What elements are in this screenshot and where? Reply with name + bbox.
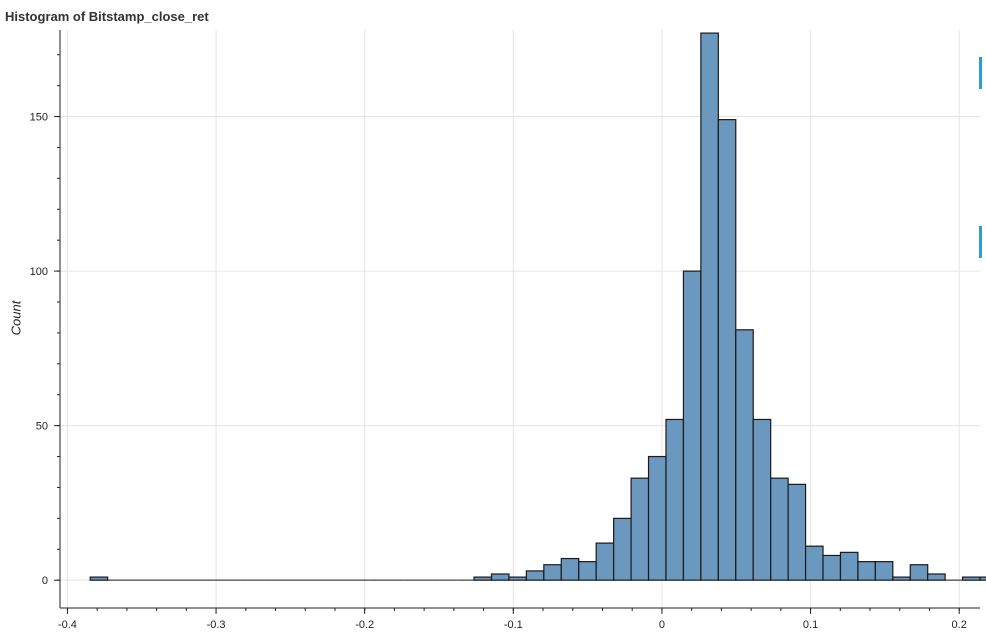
- y-tick-label: 150: [30, 112, 48, 124]
- histogram-bar: [665, 418, 685, 581]
- y-tick-label: 100: [30, 266, 48, 278]
- x-tick-label: 0.1: [803, 619, 818, 631]
- histogram-bar: [822, 554, 842, 581]
- histogram-bar: [543, 564, 562, 581]
- histogram-bar: [927, 573, 946, 581]
- histogram-bar: [874, 561, 894, 581]
- histogram-bar: [979, 576, 986, 581]
- y-tick-label: 50: [36, 421, 48, 433]
- zoom-tool-indicator[interactable]: [979, 226, 982, 258]
- histogram-bar: [857, 561, 876, 581]
- histogram-bar: [892, 576, 911, 581]
- histogram-bar: [473, 576, 493, 581]
- histogram-bar: [770, 477, 789, 581]
- histogram-bar: [490, 573, 510, 581]
- histogram-bar: [752, 418, 772, 581]
- x-tick-label: 0.2: [952, 619, 967, 631]
- histogram-bar: [839, 551, 859, 581]
- histogram-bar: [613, 517, 632, 581]
- grid-lines: [60, 30, 980, 608]
- x-tick-label: -0.2: [355, 619, 374, 631]
- y-axis-ticks: 0 50 100 150: [30, 54, 60, 587]
- histogram-bar: [560, 557, 580, 581]
- x-tick-label: -0.1: [504, 619, 523, 631]
- y-tick-label: 0: [42, 575, 48, 587]
- axes: [59, 30, 980, 609]
- histogram-bar: [89, 576, 109, 581]
- histogram-bar: [787, 483, 807, 581]
- histogram-bar: [735, 329, 754, 581]
- histogram-bar: [630, 477, 650, 581]
- x-tick-label: -0.3: [207, 619, 226, 631]
- histogram-bar: [508, 576, 527, 581]
- histogram-bar: [909, 564, 929, 581]
- x-tick-label: 0: [659, 619, 665, 631]
- histogram-bar: [804, 545, 824, 581]
- histogram-bar: [525, 570, 545, 581]
- pan-tool-indicator[interactable]: [979, 57, 982, 89]
- histogram-bars: [89, 32, 986, 581]
- histogram-bar: [595, 542, 615, 581]
- x-tick-label: -0.4: [58, 619, 77, 631]
- histogram-bar: [682, 270, 702, 581]
- histogram-bar: [578, 561, 597, 581]
- histogram-bar: [962, 576, 981, 581]
- x-axis-ticks: -0.4 -0.3 -0.2 -0.1 0 0.1 0.2: [58, 608, 967, 631]
- chart-toolbar: [979, 57, 982, 258]
- histogram-bar: [700, 32, 719, 581]
- histogram-bar: [647, 455, 667, 581]
- histogram-bar: [717, 119, 737, 581]
- chart-title: Histogram of Bitstamp_close_ret: [5, 9, 209, 24]
